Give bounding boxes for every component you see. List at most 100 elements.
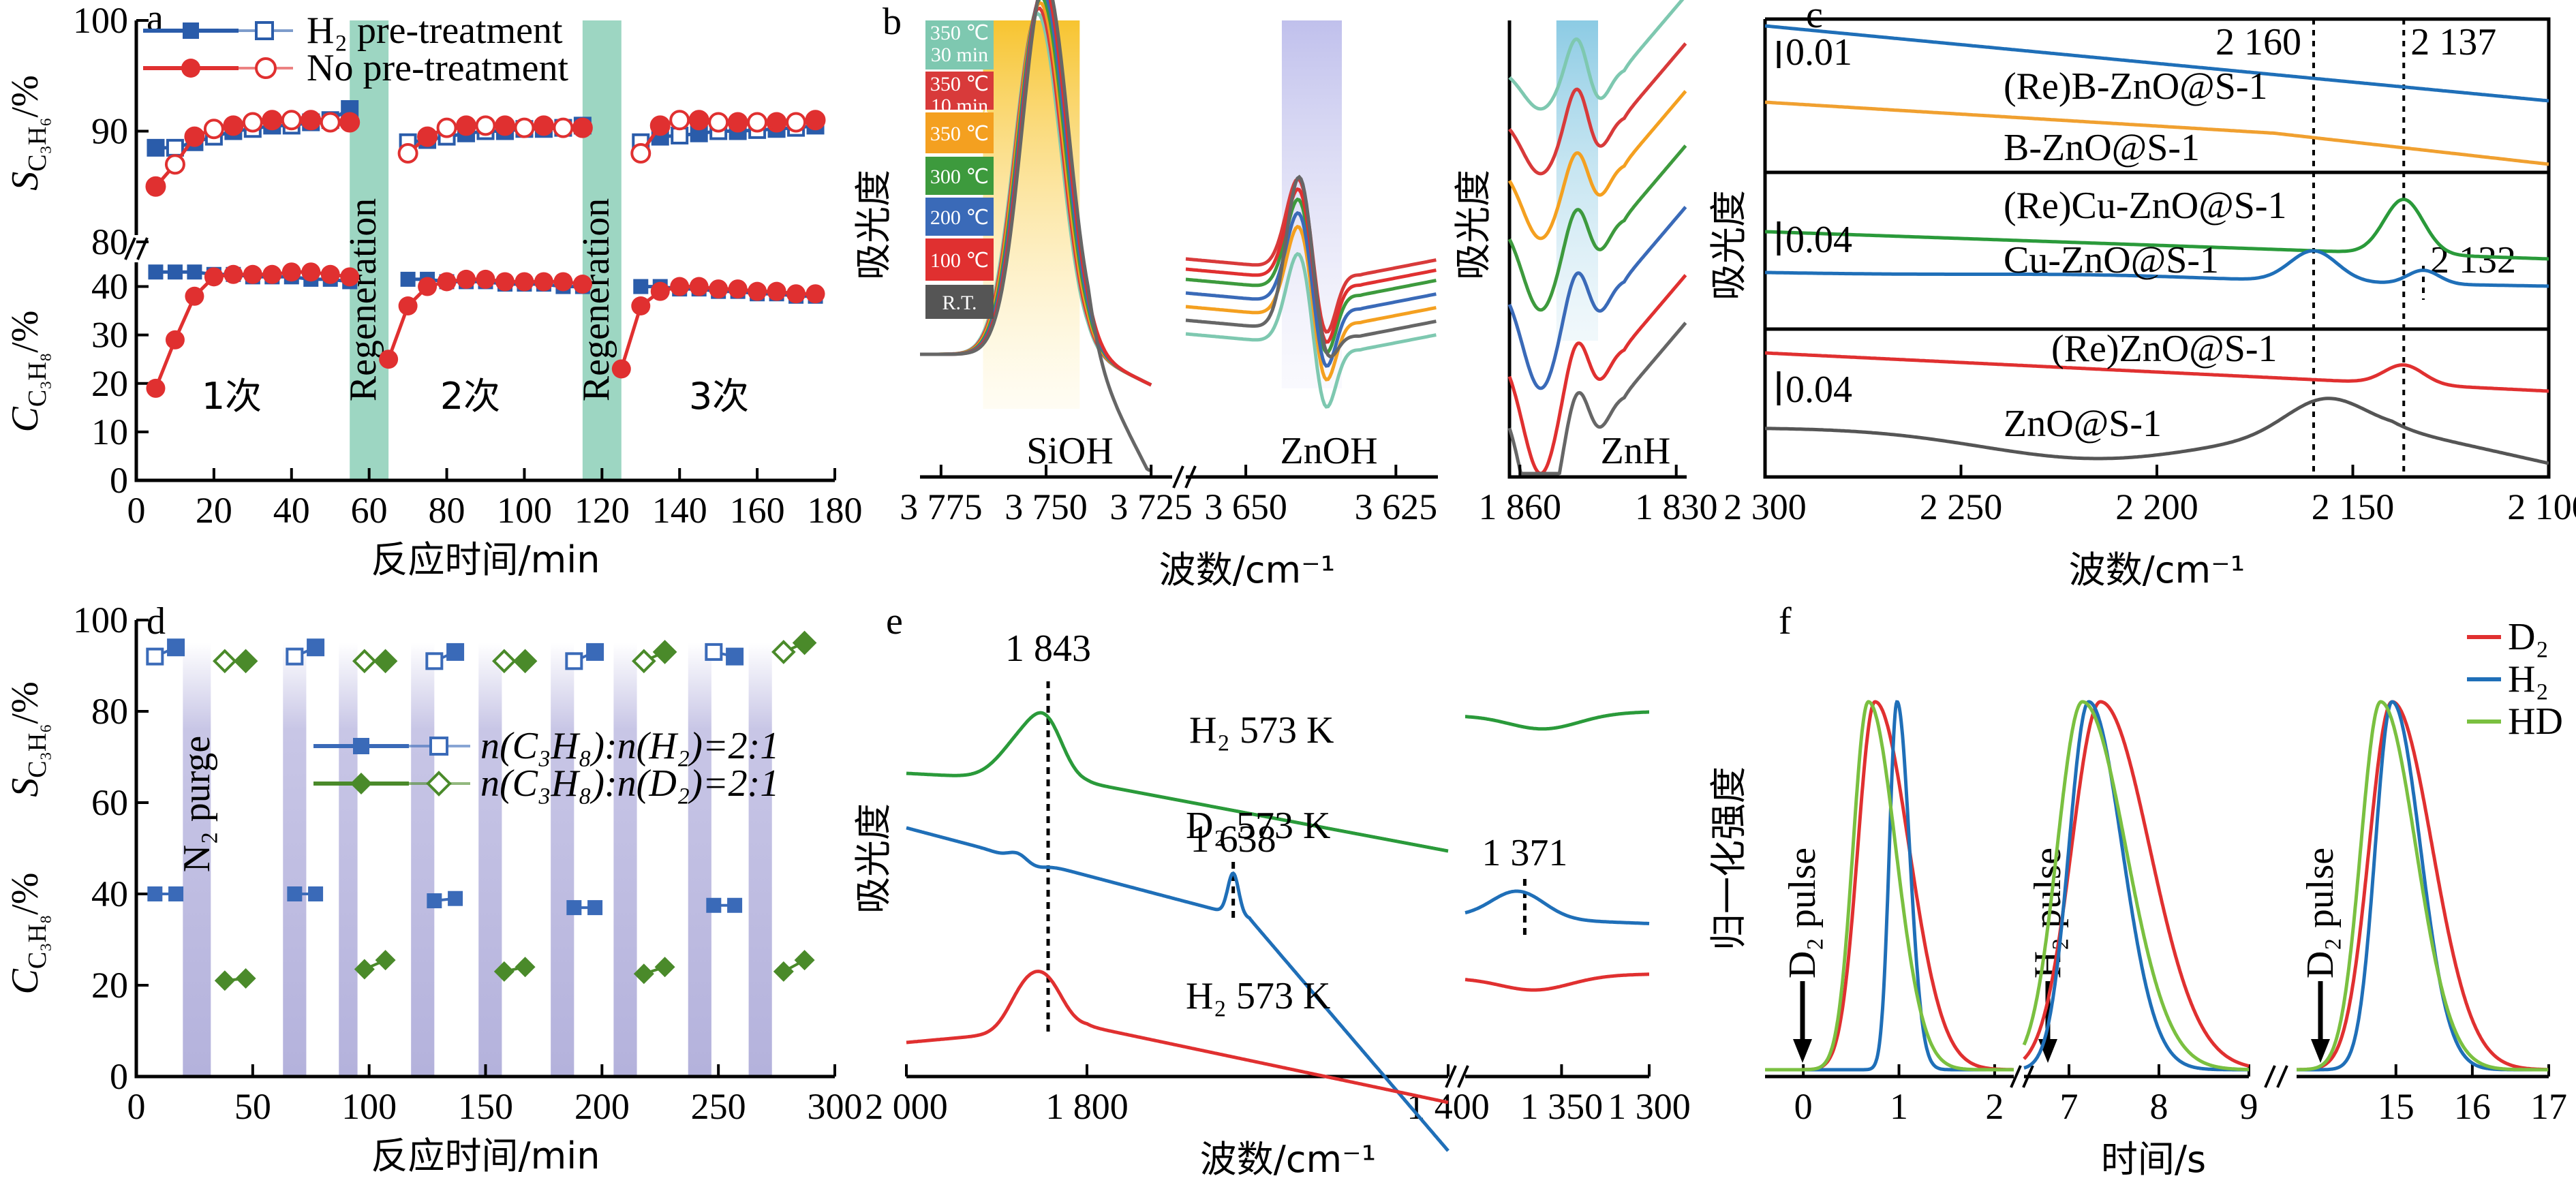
axis-break xyxy=(1445,1065,1457,1088)
y-tick-label: 90 xyxy=(91,111,128,152)
x-tick-label: 9 xyxy=(2240,1086,2258,1127)
marker-label: 2 132 xyxy=(2430,239,2516,281)
x-tick-label: 7 xyxy=(2060,1086,2079,1127)
conversion-point xyxy=(204,267,224,287)
selectivity-point xyxy=(669,110,690,131)
legend-label: n(C₃H₈):n(D₂)=2:1 xyxy=(480,762,779,805)
selectivity-point xyxy=(632,649,656,674)
band-label: ZnOH xyxy=(1280,430,1377,472)
marker-label: 1 843 xyxy=(1005,628,1091,670)
spectrum-e xyxy=(906,711,1449,853)
conversion-point xyxy=(773,961,794,982)
spectrum-e xyxy=(906,970,1449,1104)
legend-label: 30 min xyxy=(931,44,988,66)
legend-swatch xyxy=(925,238,994,281)
legend-marker xyxy=(350,773,372,794)
conversion-point xyxy=(457,269,476,289)
legend-label: D₂ xyxy=(2508,616,2549,658)
spectrum-znH xyxy=(1508,42,1687,176)
scale-bar-label: 0.01 xyxy=(1785,31,1852,74)
selectivity-point xyxy=(146,647,164,666)
conversion-point xyxy=(767,281,786,301)
purge-band xyxy=(613,643,637,1077)
pulse-trace xyxy=(2023,700,2249,1072)
x-tick-label: 3 750 xyxy=(1005,486,1088,527)
legend-marker xyxy=(183,22,199,39)
series-label: H₂ 573 K xyxy=(1186,975,1330,1017)
y-axis-label-conversion: CC₃H₈/% xyxy=(4,311,52,433)
selectivity-point xyxy=(747,112,768,133)
conversion-point xyxy=(340,267,360,287)
selectivity-point xyxy=(786,112,807,133)
conversion-point xyxy=(786,284,806,304)
conversion-point xyxy=(235,968,256,989)
spectrum-znOH xyxy=(1185,174,1437,358)
pulse-trace xyxy=(2297,700,2549,1072)
selectivity-point xyxy=(373,649,398,674)
selectivity-point xyxy=(436,117,457,138)
x-axis-label: 时间/s xyxy=(2101,1138,2206,1181)
axis-break xyxy=(2010,1065,2022,1088)
regeneration-band xyxy=(350,20,389,480)
conversion-point xyxy=(165,330,185,350)
conversion-point xyxy=(398,296,418,315)
selectivity-point xyxy=(397,143,418,164)
panel-d: N₂ purge 0 50 100 150 200 250 300 0 20 40 60 80 100 d 反… xyxy=(4,600,863,1177)
purge-label: N₂ purge xyxy=(176,736,218,872)
conversion-point xyxy=(375,950,396,971)
y-axis-label: 吸光度 xyxy=(852,803,895,914)
panel-letter: d xyxy=(147,600,166,643)
legend-swatch xyxy=(925,198,994,236)
selectivity-point xyxy=(630,143,651,164)
conversion-point xyxy=(224,264,243,284)
selectivity-point xyxy=(425,652,444,670)
purge-band xyxy=(183,643,211,1077)
x-tick-label: 0 xyxy=(127,490,146,531)
legend-label: R.T. xyxy=(942,292,977,314)
legend-swatch xyxy=(925,72,994,110)
selectivity-point xyxy=(565,652,583,670)
spectrum-c xyxy=(1764,351,2549,393)
selectivity-point xyxy=(203,119,224,140)
selectivity-point xyxy=(233,649,258,674)
y-tick-label: 80 xyxy=(91,691,128,732)
pulse-arrow-head xyxy=(1793,1039,1812,1063)
axis-break xyxy=(2264,1065,2276,1088)
purge-band xyxy=(478,643,502,1077)
legend-label: No pre-treatment xyxy=(307,47,568,89)
selectivity-point xyxy=(320,112,341,133)
x-tick-label: 180 xyxy=(808,490,863,531)
legend-label: HD xyxy=(2508,700,2563,743)
y-tick-label: 100 xyxy=(73,0,128,41)
conversion-point xyxy=(148,264,164,280)
conversion-line xyxy=(408,277,583,289)
selectivity-point xyxy=(494,115,515,136)
legend-label: 350 ℃ xyxy=(930,22,989,44)
conversion-point xyxy=(611,359,631,379)
x-axis-label: 反应时间/min xyxy=(371,538,600,581)
x-tick-label: 1 830 xyxy=(1635,486,1718,527)
pulse-label: D₂ pulse xyxy=(1781,848,1824,978)
y-tick-label: 10 xyxy=(91,412,128,452)
purge-band xyxy=(411,643,435,1077)
series-label: B-ZnO@S-1 xyxy=(2004,127,2200,169)
x-tick-label: 0 xyxy=(127,1086,146,1127)
conversion-point xyxy=(650,281,670,301)
x-tick-label: 2 150 xyxy=(2312,486,2395,527)
selectivity-point xyxy=(649,115,671,136)
x-tick-label: 2 250 xyxy=(1920,486,2003,527)
selectivity-point xyxy=(184,126,205,147)
x-axis-label: 波数/cm⁻¹ xyxy=(1159,548,1336,591)
spectrum-e xyxy=(906,826,1450,1152)
x-axis-label: 波数/cm⁻¹ xyxy=(2069,548,2245,591)
spectrum-c xyxy=(1764,24,2549,103)
conversion-point xyxy=(214,970,235,991)
band-label: SiOH xyxy=(1026,430,1114,472)
legend-label: H₂ pre-treatment xyxy=(307,10,563,52)
panel-letter: e xyxy=(886,600,903,643)
scale-bar-label: 0.04 xyxy=(1785,219,1852,261)
legend-label: H₂ xyxy=(2508,658,2549,700)
